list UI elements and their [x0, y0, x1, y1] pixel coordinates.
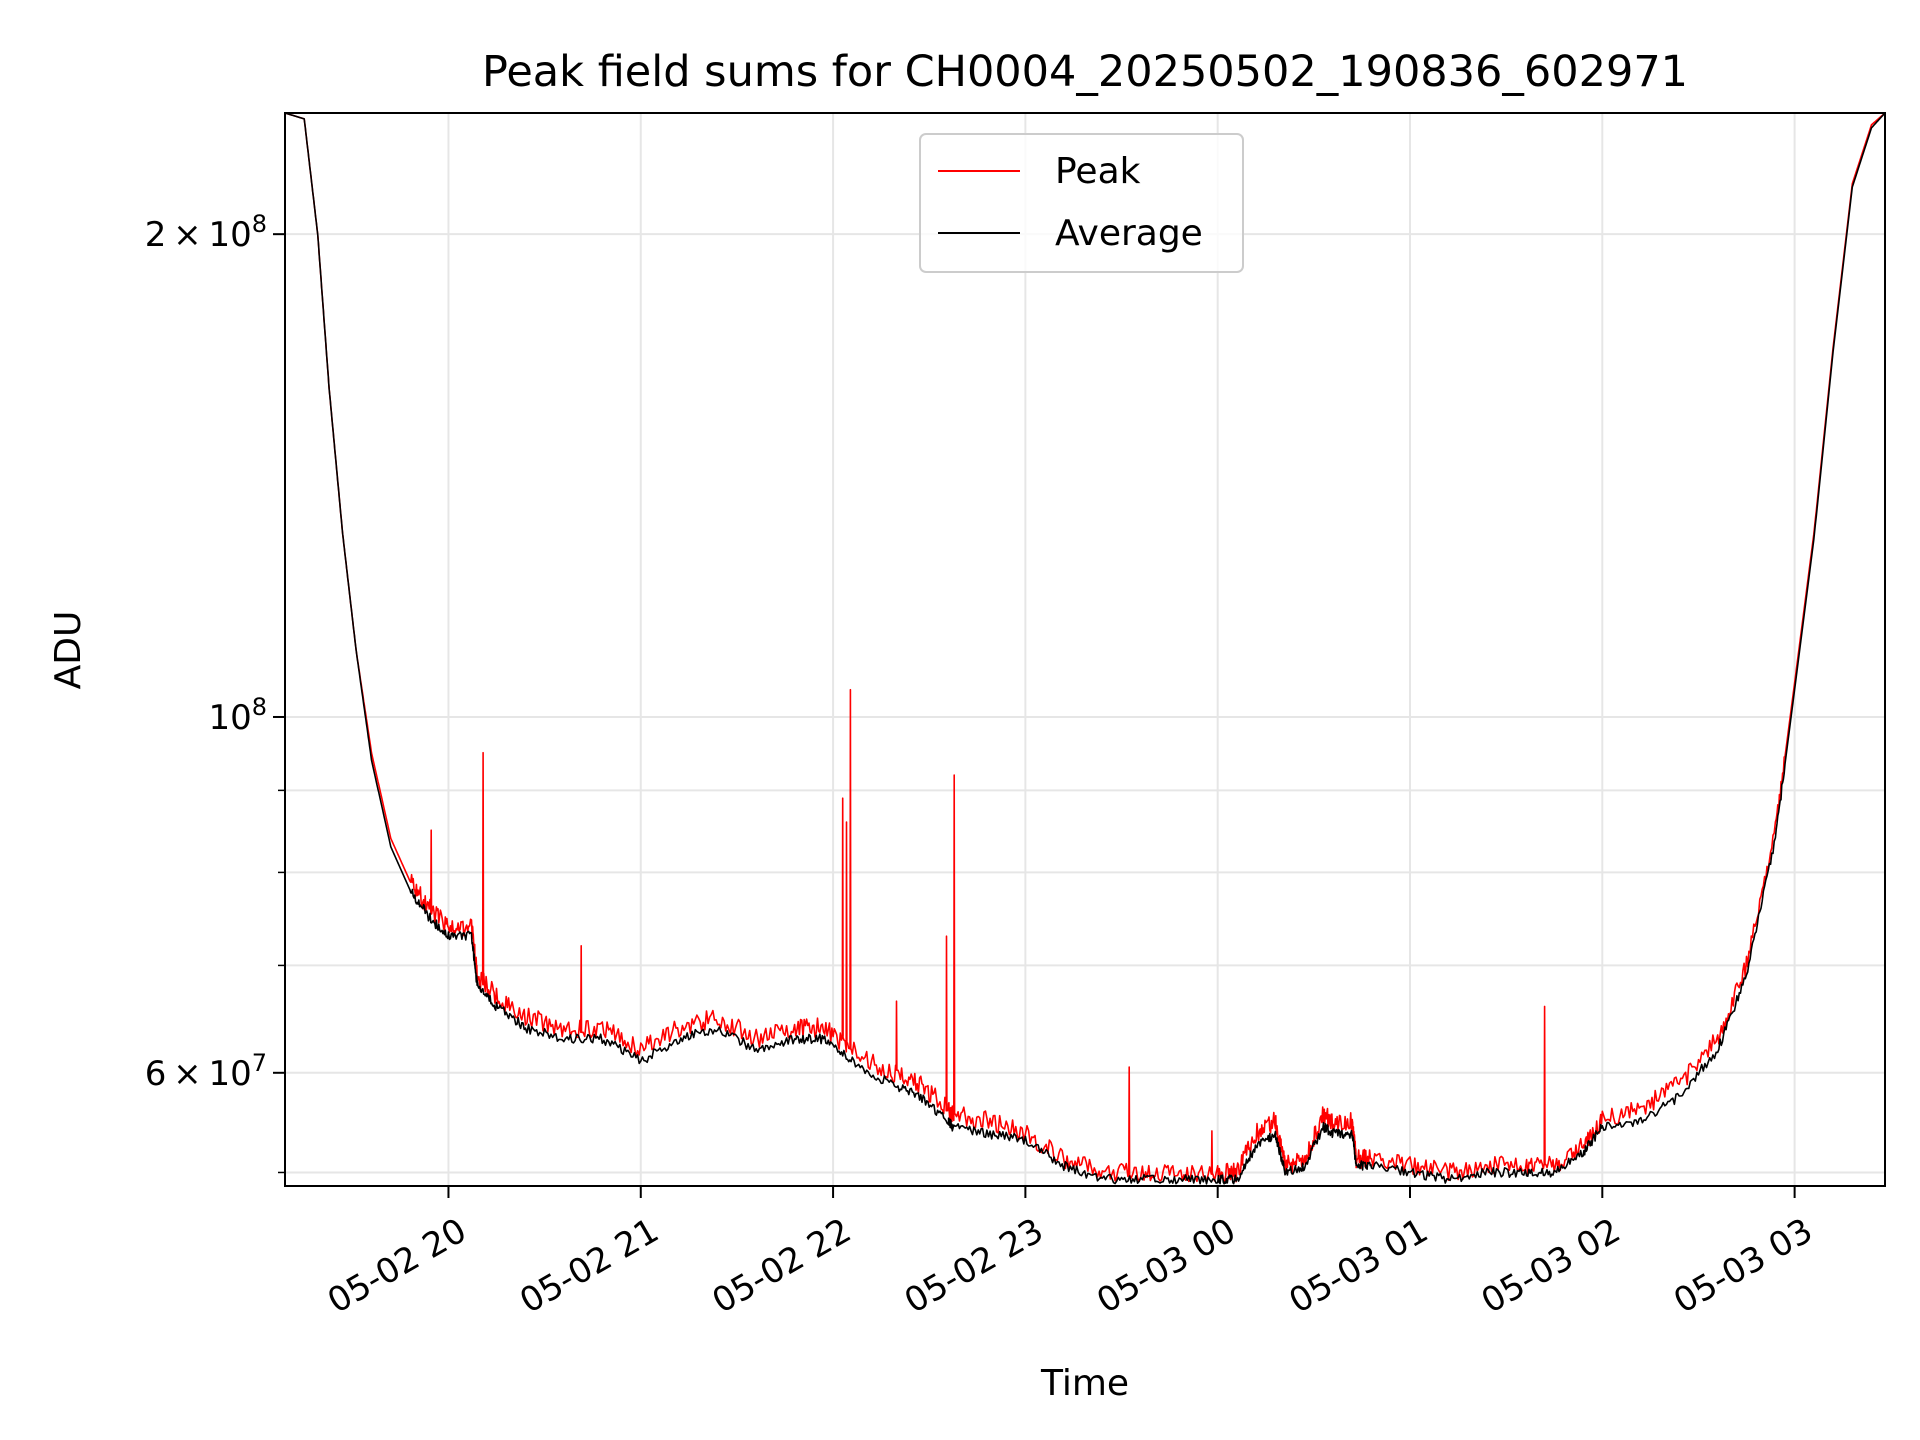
legend-peak-label: Peak	[1055, 151, 1141, 192]
peak-series-line	[284, 112, 1886, 1183]
plot-area-frame	[284, 112, 1886, 1187]
legend-average-label: Average	[1055, 213, 1203, 254]
legend: Peak Average	[919, 133, 1244, 273]
y-tick-label: 108	[208, 693, 267, 738]
y-axis: 6 × 107 108 2 × 108	[145, 210, 285, 1174]
series-layer	[284, 112, 1886, 1185]
y-tick-label: 2 × 108	[145, 210, 267, 255]
y-axis-title: ADU	[48, 611, 89, 690]
chart-title: Peak field sums for CH0004_20250502_1908…	[482, 47, 1688, 97]
average-series-line	[284, 112, 1886, 1185]
y-tick-label: 6 × 107	[145, 1049, 267, 1094]
x-axis-title: Time	[1040, 1363, 1129, 1404]
legend-box	[919, 133, 1244, 273]
